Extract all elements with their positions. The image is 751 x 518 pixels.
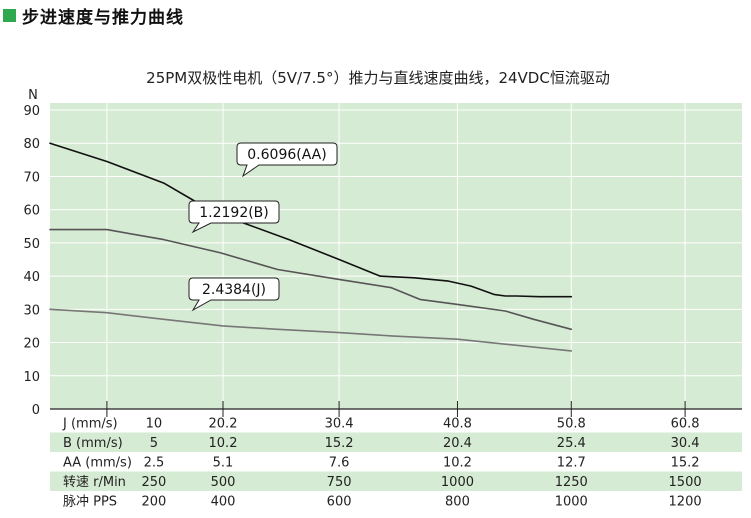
table-row: 转速 r/Min 250 500 750 1000 1250 1500 [50, 471, 742, 491]
table-cell: 5.1 [213, 456, 234, 471]
table-cell: 2.5 [144, 456, 165, 471]
table-cell: 30.4 [671, 436, 700, 451]
y-tick-label: 50 [23, 237, 40, 252]
table-cell: 600 [327, 495, 352, 510]
table-cell: 7.6 [329, 456, 350, 471]
table-row: 脉冲 PPS 200 400 600 800 1000 1200 [63, 495, 702, 510]
heading-marker-icon [3, 8, 16, 22]
y-tick-label: 90 [23, 104, 40, 119]
table-row-shade [50, 471, 742, 491]
table-row: B (mm/s) 5 10.2 15.2 20.4 25.4 30.4 [50, 432, 742, 452]
y-tick-label: 20 [23, 337, 40, 352]
table-cell: 1200 [669, 495, 702, 510]
table-cell: 30.4 [325, 417, 354, 432]
table-cell: 1500 [669, 475, 702, 490]
series-line-0.6096(AA) [49, 142, 573, 298]
section-heading: 步进速度与推力曲线 [0, 2, 184, 28]
table-row-label: B (mm/s) [63, 436, 123, 451]
table-cell: 15.2 [325, 436, 354, 451]
callout-box [188, 277, 280, 312]
chart-title: 25PM双极性电机（5V/7.5°）推力与直线速度曲线，24VDC恒流驱动 [146, 69, 610, 87]
y-axis-label: N [28, 88, 38, 103]
table-cell: 50.8 [557, 417, 586, 432]
table-cell: 40.8 [443, 417, 472, 432]
table-cell: 15.2 [671, 456, 700, 471]
callout-label: 1.2192(B) [199, 205, 269, 221]
table-cell: 12.7 [557, 456, 586, 471]
y-tick-label: 10 [23, 370, 40, 385]
table-row-label: J (mm/s) [62, 417, 118, 432]
table-cell: 10.2 [209, 436, 238, 451]
table-row-shade [50, 432, 742, 452]
heading-text: 步进速度与推力曲线 [22, 7, 184, 28]
y-tick-label: 30 [23, 303, 40, 318]
table-cell: 750 [327, 475, 352, 490]
callout-label: 0.6096(AA) [247, 147, 326, 163]
y-tick-label: 70 [23, 170, 40, 185]
y-tick-label: 40 [23, 270, 40, 285]
table-cell: 400 [211, 495, 236, 510]
callout-box [236, 142, 338, 178]
table-cell: 200 [141, 495, 166, 510]
callout-box [188, 200, 280, 234]
table-cell: 1000 [555, 495, 588, 510]
callout-label: 2.4384(J) [202, 282, 266, 298]
callout-2.4384(J): 2.4384(J) [188, 277, 280, 312]
table-cell: 20.2 [209, 417, 238, 432]
plot-area [50, 103, 742, 409]
table-cell: 20.4 [443, 436, 472, 451]
table-row: AA (mm/s) 2.5 5.1 7.6 10.2 12.7 15.2 [63, 456, 700, 471]
table-cell: 1250 [555, 475, 588, 490]
table-cell: 10 [146, 417, 163, 432]
table-cell: 10.2 [443, 456, 472, 471]
table-row-label: 脉冲 PPS [63, 495, 117, 510]
callout-0.6096(AA): 0.6096(AA) [236, 142, 338, 178]
table-row-label: AA (mm/s) [63, 456, 132, 471]
table-cell: 5 [150, 436, 158, 451]
table-row: J (mm/s) 10 20.2 30.4 40.8 50.8 60.8 [62, 417, 700, 432]
table-cell: 25.4 [557, 436, 586, 451]
series-line-2.4384(J) [49, 308, 573, 352]
table-cell: 1000 [441, 475, 474, 490]
table-cell: 500 [211, 475, 236, 490]
y-tick-label: 80 [23, 137, 40, 152]
y-tick-label: 0 [32, 403, 40, 418]
table-cell: 800 [445, 495, 470, 510]
series-line-1.2192(B) [49, 228, 573, 331]
table-cell: 250 [141, 475, 166, 490]
y-tick-label: 60 [23, 204, 40, 219]
callout-1.2192(B): 1.2192(B) [188, 200, 280, 234]
table-cell: 60.8 [671, 417, 700, 432]
table-row-label: 转速 r/Min [63, 475, 126, 490]
